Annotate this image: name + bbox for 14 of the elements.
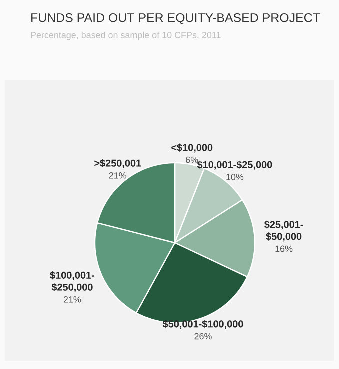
chart-subtitle: Percentage, based on sample of 10 CFPs, 2011 (31, 32, 221, 40)
data-label: 10% (226, 174, 244, 180)
data-label: 16% (276, 246, 293, 252)
data-label: 26% (194, 333, 212, 340)
slice-label: $25,001-$50,000 (264, 220, 304, 242)
slice-label: $10,001-$25,000 (197, 160, 272, 170)
data-label: 21% (109, 172, 127, 179)
slice-label: $50,001-$100,000 (162, 320, 244, 330)
slice-label: <$10,000 (172, 144, 213, 153)
data-label: 21% (64, 296, 82, 303)
data-label: 6% (186, 156, 198, 164)
slice-label: >$250,001 (94, 159, 142, 168)
slice-label: $100,001-$250,000 (50, 271, 94, 292)
chart-title: FUNDS PAID OUT PER EQUITY-BASED PROJECT (32, 13, 320, 25)
